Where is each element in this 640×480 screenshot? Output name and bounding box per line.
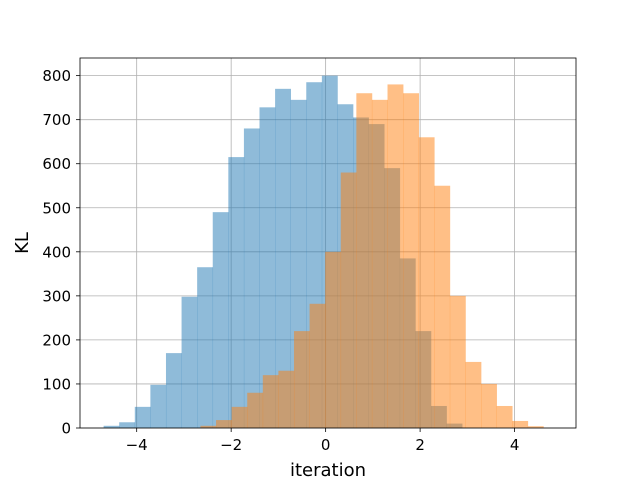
histogram-bar-series-2: [387, 84, 404, 428]
x-tick-label: 4: [510, 436, 520, 454]
histogram-bar-series-2: [216, 420, 232, 428]
histogram-bars: [103, 75, 544, 429]
y-tick-label: 200: [42, 331, 71, 349]
y-tick-label: 500: [42, 199, 71, 217]
y-axis-label: KL: [12, 232, 33, 254]
histogram-bar-series-2: [247, 392, 264, 428]
histogram-bar-series-1: [228, 157, 245, 428]
histogram-bar-series-2: [512, 420, 529, 428]
histogram-bar-series-2: [200, 425, 217, 428]
histogram-bar-series-2: [527, 426, 544, 428]
y-tick-label: 400: [42, 243, 71, 261]
x-tick-label: 0: [321, 436, 331, 454]
histogram-bar-series-2: [325, 251, 342, 428]
y-tick-label: 700: [42, 111, 71, 129]
histogram-bar-series-2: [262, 375, 279, 428]
histogram-bar-series-2: [449, 295, 466, 428]
x-axis-ticks: −4 −2 0 2 4: [126, 428, 520, 454]
histogram-bar-series-2: [481, 383, 497, 428]
x-tick-label: 2: [415, 436, 425, 454]
x-axis-label: iteration: [290, 460, 366, 480]
histogram-bar-series-1: [165, 353, 182, 428]
y-tick-label: 0: [61, 420, 71, 438]
y-axis-ticks: 0 100 200 300 400 500 600 700 800: [42, 67, 80, 438]
histogram-bar-series-2: [309, 303, 326, 428]
histogram-bar-series-2: [371, 99, 388, 428]
x-tick-label: −4: [126, 436, 148, 454]
y-tick-label: 600: [42, 155, 71, 173]
plot-frame: [79, 57, 577, 429]
histogram-bar-series-2: [278, 370, 295, 428]
histogram-bar-series-2: [293, 331, 310, 428]
histogram-bar-series-1: [150, 384, 167, 428]
histogram-bar-series-1: [103, 425, 120, 428]
histogram-bar-series-2: [340, 172, 357, 428]
histogram-bar-series-2: [465, 361, 482, 428]
histogram-bar-series-2: [356, 93, 373, 428]
histogram-bar-series-2: [496, 405, 513, 428]
y-tick-label: 300: [42, 287, 71, 305]
histogram-bar-series-2: [418, 137, 435, 429]
histogram-bar-series-1: [197, 267, 214, 428]
y-tick-label: 800: [42, 67, 71, 85]
histogram-bar-series-1: [275, 88, 291, 428]
y-tick-label: 100: [42, 375, 71, 393]
histogram-bar-series-2: [231, 406, 248, 428]
histogram-bar-series-1: [134, 406, 151, 428]
x-tick-label: −2: [220, 436, 242, 454]
histogram-bar-series-1: [212, 212, 229, 428]
histogram-bar-series-1: [243, 128, 260, 428]
histogram-bar-series-1: [181, 296, 198, 428]
histogram-bar-series-1: [259, 107, 276, 428]
histogram-bar-series-2: [434, 185, 451, 428]
histogram-bar-series-2: [403, 93, 419, 428]
histogram-bar-series-1: [119, 422, 136, 428]
